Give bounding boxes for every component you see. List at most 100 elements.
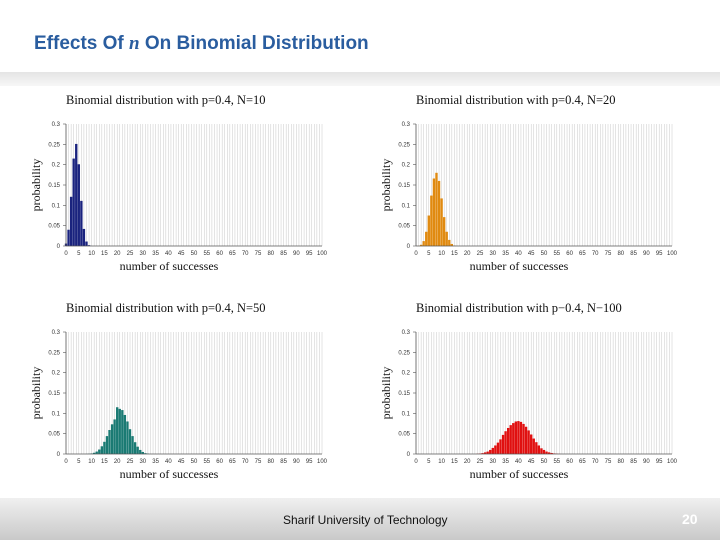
x-tick-label: 80 xyxy=(267,459,274,465)
x-tick-label: 100 xyxy=(317,251,328,257)
x-axis-label: number of successes xyxy=(470,467,569,481)
y-tick-label: 0.15 xyxy=(398,183,410,189)
y-tick-label: 0.15 xyxy=(48,183,60,189)
x-tick-label: 55 xyxy=(553,251,560,257)
x-tick-label: 70 xyxy=(242,459,249,465)
x-tick-label: 40 xyxy=(515,251,522,257)
bar xyxy=(77,164,80,246)
title-prefix: Effects Of xyxy=(34,33,130,54)
x-tick-label: 30 xyxy=(489,459,496,465)
x-tick-label: 95 xyxy=(306,459,313,465)
x-tick-label: 95 xyxy=(656,251,663,257)
x-tick-label: 0 xyxy=(414,251,418,257)
title-suffix: On Binomial Distribution xyxy=(139,33,369,54)
x-tick-label: 55 xyxy=(203,459,210,465)
x-tick-label: 45 xyxy=(178,459,185,465)
chart-svg: Binomial distribution with p=0.4, N=5000… xyxy=(30,301,328,481)
bar xyxy=(72,158,75,246)
bar xyxy=(481,453,484,454)
x-tick-label: 0 xyxy=(64,251,68,257)
chart-svg: Binomial distribution with p−0.4, N−100 0… xyxy=(380,301,678,481)
x-tick-label: 5 xyxy=(77,459,81,465)
bar xyxy=(542,449,546,454)
y-tick-label: 0.2 xyxy=(402,163,411,169)
bar xyxy=(432,178,436,246)
chart-title: Binomial distribution with p=0.4, N=20 xyxy=(416,93,616,107)
x-tick-label: 70 xyxy=(592,459,599,465)
x-tick-label: 65 xyxy=(229,459,236,465)
page-number: 20 xyxy=(682,511,698,527)
x-tick-label: 90 xyxy=(293,459,300,465)
x-axis-label: number of successes xyxy=(120,259,219,273)
bar xyxy=(141,451,144,454)
x-tick-label: 25 xyxy=(477,251,484,257)
y-tick-label: 0.15 xyxy=(398,391,410,397)
chart-n50: Binomial distribution with p=0.4, N=50 0 0… xyxy=(30,294,370,494)
x-tick-label: 20 xyxy=(464,251,471,257)
x-tick-label: 60 xyxy=(216,459,223,465)
x-tick-label: 65 xyxy=(579,459,586,465)
x-tick-label: 5 xyxy=(77,251,81,257)
chart-n100: Binomial distribution with p−0.4, N−100 0… xyxy=(380,294,720,494)
x-tick-label: 10 xyxy=(88,251,95,257)
y-tick-label: 0.3 xyxy=(52,122,61,128)
bar xyxy=(442,217,446,246)
y-tick-label: 0.05 xyxy=(398,224,410,230)
bar xyxy=(535,442,538,454)
bar xyxy=(103,441,106,454)
bar xyxy=(80,200,83,246)
x-tick-label: 5 xyxy=(427,251,431,257)
y-axis-label: probability xyxy=(380,367,393,420)
y-tick-label: 0.25 xyxy=(398,350,410,356)
y-tick-label: 0.3 xyxy=(52,330,61,336)
x-tick-label: 80 xyxy=(617,251,624,257)
bar xyxy=(419,244,423,246)
y-tick-label: 0 xyxy=(407,452,411,458)
bar xyxy=(519,421,523,454)
x-tick-label: 75 xyxy=(605,459,612,465)
x-tick-label: 55 xyxy=(553,459,560,465)
x-tick-label: 75 xyxy=(255,459,262,465)
bar xyxy=(116,407,119,454)
bar xyxy=(494,445,497,454)
y-tick-label: 0.3 xyxy=(402,330,411,336)
chart-n10: Binomial distribution with p=0.4, N=10 0 0… xyxy=(30,86,370,286)
x-tick-label: 40 xyxy=(165,459,172,465)
bar xyxy=(547,452,551,454)
x-tick-label: 50 xyxy=(191,459,198,465)
bar xyxy=(430,195,433,246)
x-tick-label: 40 xyxy=(165,251,172,257)
footer-text: Sharif University of Technology xyxy=(283,513,448,527)
x-tick-label: 50 xyxy=(191,251,198,257)
y-tick-label: 0.1 xyxy=(52,203,61,209)
y-tick-label: 0.05 xyxy=(398,432,410,438)
x-tick-label: 25 xyxy=(127,251,134,257)
bar xyxy=(514,421,518,454)
x-tick-label: 85 xyxy=(630,459,637,465)
x-tick-label: 10 xyxy=(88,459,95,465)
bar xyxy=(128,429,132,454)
bar xyxy=(92,452,96,454)
y-tick-label: 0.3 xyxy=(402,122,411,128)
y-tick-label: 0 xyxy=(407,244,411,250)
x-tick-label: 85 xyxy=(630,251,637,257)
bar xyxy=(105,436,109,454)
bar xyxy=(131,436,134,454)
x-tick-label: 45 xyxy=(178,251,185,257)
x-tick-label: 50 xyxy=(541,459,548,465)
x-tick-label: 85 xyxy=(280,251,287,257)
bar xyxy=(425,231,428,246)
bar xyxy=(98,449,101,454)
y-tick-label: 0.1 xyxy=(52,411,61,417)
bar xyxy=(82,228,86,246)
x-tick-label: 80 xyxy=(617,459,624,465)
x-tick-label: 80 xyxy=(267,251,274,257)
x-tick-label: 10 xyxy=(438,251,445,257)
x-tick-label: 50 xyxy=(541,251,548,257)
bar xyxy=(95,451,98,454)
bar xyxy=(126,421,129,454)
x-tick-label: 35 xyxy=(152,251,159,257)
x-tick-label: 20 xyxy=(114,251,121,257)
chart-title: Binomial distribution with p=0.4, N=50 xyxy=(66,301,266,315)
x-tick-label: 15 xyxy=(451,251,458,257)
